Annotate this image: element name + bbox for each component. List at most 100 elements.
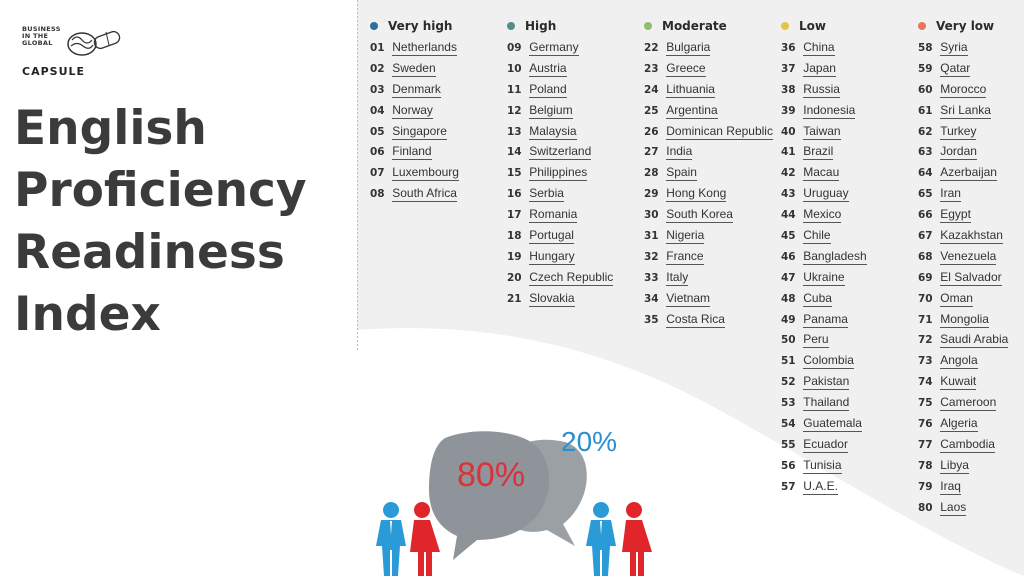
country-name-link[interactable]: Uruguay: [803, 186, 849, 203]
country-name-link[interactable]: Jordan: [940, 144, 977, 161]
country-name-link[interactable]: Greece: [666, 60, 706, 77]
country-name-link[interactable]: Portugal: [529, 228, 574, 245]
country-name-link[interactable]: Slovakia: [529, 290, 575, 307]
country-name-link[interactable]: Austria: [529, 60, 567, 77]
country-name-link[interactable]: Chile: [803, 228, 831, 245]
country-row: 09 Germany: [507, 40, 613, 61]
country-name-link[interactable]: Italy: [666, 269, 689, 286]
country-rank: 66: [918, 209, 933, 222]
country-name-link[interactable]: Malaysia: [529, 123, 577, 140]
country-name-link[interactable]: Taiwan: [803, 123, 841, 140]
country-row: 27 India: [644, 144, 773, 165]
country-rank: 34: [644, 292, 659, 305]
country-rank: 79: [918, 480, 933, 493]
country-name-link[interactable]: Philippines: [529, 165, 588, 182]
country-row: 45 Chile: [781, 228, 867, 249]
country-name-link[interactable]: South Africa: [392, 186, 457, 203]
country-name-link[interactable]: Spain: [666, 165, 697, 182]
country-name-link[interactable]: Czech Republic: [529, 269, 614, 286]
country-name-link[interactable]: Sri Lanka: [940, 102, 991, 119]
country-name-link[interactable]: Turkey: [940, 123, 977, 140]
country-name-link[interactable]: Cuba: [803, 290, 832, 307]
country-name-link[interactable]: Nigeria: [666, 228, 705, 245]
country-name-link[interactable]: Luxembourg: [392, 165, 459, 182]
country-name-link[interactable]: Macau: [803, 165, 840, 182]
woman-left-icon: [410, 502, 440, 576]
country-name-link[interactable]: Germany: [529, 40, 579, 56]
country-name-link[interactable]: Serbia: [529, 186, 564, 203]
country-name-link[interactable]: Azerbaijan: [940, 165, 997, 182]
country-name-link[interactable]: Costa Rica: [666, 311, 725, 328]
country-name-link[interactable]: Norway: [392, 102, 433, 119]
country-name-link[interactable]: Iran: [940, 186, 961, 203]
country-name-link[interactable]: Hong Kong: [666, 186, 727, 203]
country-name-link[interactable]: Colombia: [803, 353, 854, 370]
country-name-link[interactable]: Guatemala: [803, 416, 862, 433]
country-name-link[interactable]: South Korea: [666, 207, 733, 224]
country-name-link[interactable]: Brazil: [803, 144, 834, 161]
country-name-link[interactable]: Mongolia: [940, 311, 989, 328]
country-name-link[interactable]: Argentina: [666, 102, 718, 119]
country-name-link[interactable]: Netherlands: [392, 40, 457, 56]
country-name-link[interactable]: Peru: [803, 332, 829, 349]
country-rank: 04: [370, 104, 385, 117]
country-name-link[interactable]: Poland: [529, 81, 567, 98]
country-name-link[interactable]: Finland: [392, 144, 432, 161]
country-name-link[interactable]: Mexico: [803, 207, 842, 224]
country-row: 67 Kazakhstan: [918, 228, 1008, 249]
country-name-link[interactable]: China: [803, 40, 835, 56]
country-row: 31 Nigeria: [644, 228, 773, 249]
country-name-link[interactable]: Cambodia: [940, 436, 995, 453]
country-name-link[interactable]: Sweden: [392, 60, 436, 77]
country-name-link[interactable]: Pakistan: [803, 374, 850, 391]
country-name-link[interactable]: Japan: [803, 60, 836, 77]
country-name-link[interactable]: Ukraine: [803, 269, 845, 286]
country-row: 19 Hungary: [507, 248, 613, 270]
country-rank: 13: [507, 125, 522, 138]
country-row: 22 Bulgaria: [644, 40, 773, 61]
country-name-link[interactable]: Saudi Arabia: [940, 332, 1009, 349]
country-name-link[interactable]: Romania: [529, 207, 578, 224]
country-name-link[interactable]: U.A.E.: [803, 478, 838, 495]
country-name-link[interactable]: Switzerland: [529, 144, 592, 161]
category-dot-icon: [918, 22, 926, 30]
country-name-link[interactable]: Singapore: [392, 123, 447, 140]
country-name-link[interactable]: Kazakhstan: [940, 228, 1003, 245]
country-name-link[interactable]: India: [666, 144, 693, 161]
country-name-link[interactable]: Hungary: [529, 248, 575, 265]
country-name-link[interactable]: Belgium: [529, 102, 573, 119]
country-name-link[interactable]: Denmark: [392, 81, 441, 98]
country-name-link[interactable]: Lithuania: [666, 81, 715, 98]
country-name-link[interactable]: Libya: [940, 457, 969, 474]
country-name-link[interactable]: Ecuador: [803, 436, 848, 453]
country-name-link[interactable]: Russia: [803, 81, 840, 98]
country-name-link[interactable]: Algeria: [940, 416, 978, 433]
country-name-link[interactable]: Thailand: [803, 395, 850, 412]
country-name-link[interactable]: Iraq: [940, 478, 961, 495]
country-name-link[interactable]: Vietnam: [666, 290, 711, 307]
country-name-link[interactable]: Tunisia: [803, 457, 842, 474]
country-row: 78 Libya: [918, 457, 1008, 479]
country-name-link[interactable]: Oman: [940, 290, 973, 307]
country-name-link[interactable]: Egypt: [940, 207, 971, 224]
country-name-link[interactable]: Laos: [940, 499, 967, 516]
country-rank: 64: [918, 167, 933, 180]
country-name-link[interactable]: Panama: [803, 311, 848, 328]
country-name-link[interactable]: Venezuela: [940, 248, 997, 265]
country-name-link[interactable]: Bulgaria: [666, 40, 711, 56]
country-row: 21 Slovakia: [507, 290, 613, 312]
country-name-link[interactable]: France: [666, 248, 704, 265]
country-row: 17 Romania: [507, 207, 613, 228]
country-name-link[interactable]: Indonesia: [803, 102, 856, 119]
country-rank: 10: [507, 62, 522, 75]
country-name-link[interactable]: Qatar: [940, 60, 971, 77]
country-name-link[interactable]: Syria: [940, 40, 968, 56]
country-name-link[interactable]: Morocco: [940, 81, 987, 98]
country-name-link[interactable]: Cameroon: [940, 395, 997, 412]
country-name-link[interactable]: Bangladesh: [803, 248, 867, 265]
country-name-link[interactable]: Angola: [940, 353, 978, 370]
country-rank: 70: [918, 292, 933, 305]
country-name-link[interactable]: Dominican Republic: [666, 123, 773, 140]
country-name-link[interactable]: El Salvador: [940, 269, 1002, 286]
country-name-link[interactable]: Kuwait: [940, 374, 977, 391]
